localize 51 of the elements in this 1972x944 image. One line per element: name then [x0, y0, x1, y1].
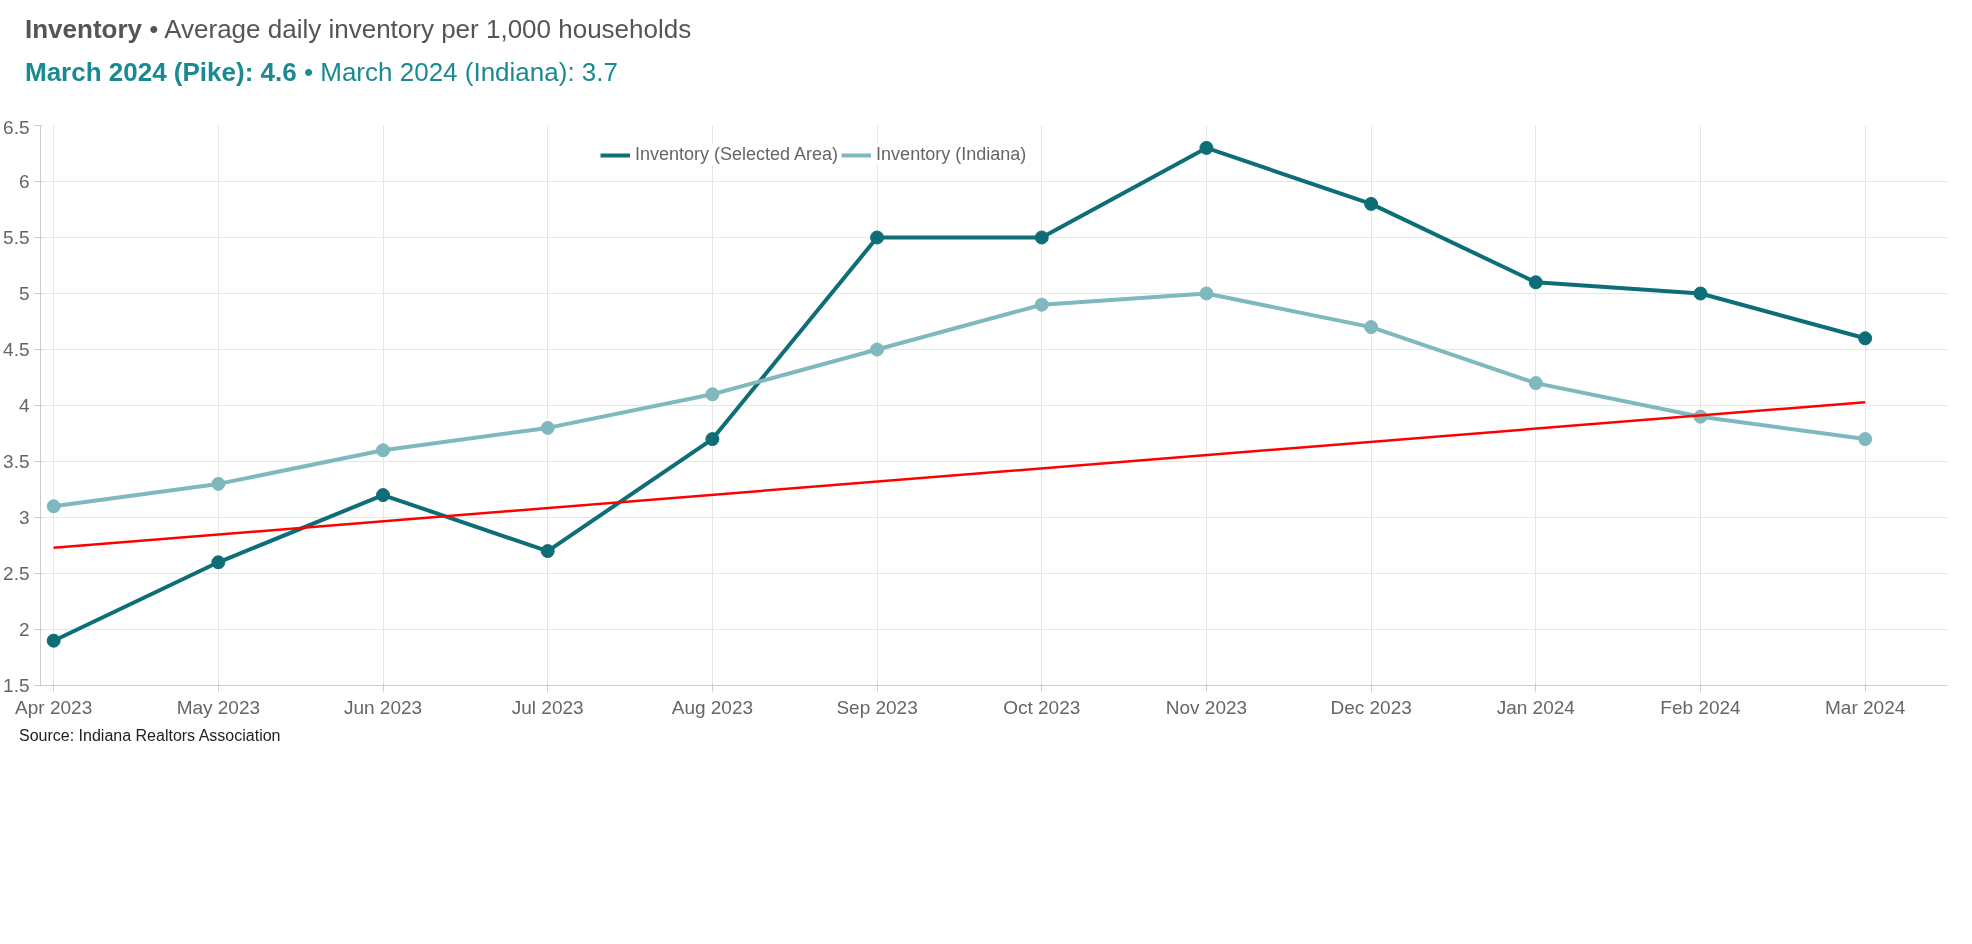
source-note: Source: Indiana Realtors Association	[19, 726, 281, 746]
x-tick-label: Sep 2023	[836, 696, 918, 718]
y-tick-label: 5	[18, 283, 30, 304]
point	[46, 499, 61, 514]
x-tick-label: Dec 2023	[1330, 696, 1412, 718]
point	[705, 432, 720, 447]
point	[1199, 140, 1214, 155]
x-tick-label: Oct 2023	[1003, 696, 1081, 718]
point	[1034, 230, 1049, 245]
y-tick-label: 2.5	[3, 563, 30, 584]
point	[1693, 286, 1708, 301]
point	[540, 544, 555, 559]
point	[1858, 331, 1873, 346]
x-tick-label: Apr 2023	[15, 696, 93, 718]
x-tick-label: May 2023	[176, 696, 261, 718]
y-tick-label: 1.5	[3, 675, 30, 696]
point	[1199, 286, 1214, 301]
point	[211, 555, 226, 570]
y-tick-label: 4.5	[3, 339, 30, 360]
point	[376, 443, 391, 458]
y-tick-label: 4	[18, 395, 30, 416]
point	[46, 633, 61, 648]
y-tick-label: 6.5	[3, 116, 30, 138]
point	[376, 488, 391, 503]
x-tick-label: Aug 2023	[671, 696, 754, 718]
x-tick-label: Nov 2023	[1165, 696, 1248, 718]
y-tick-label: 5.5	[3, 227, 30, 248]
point	[1528, 275, 1543, 290]
x-tick-label: Jun 2023	[343, 696, 423, 718]
x-tick-label: Mar 2024	[1825, 696, 1906, 718]
x-tick-label: Jan 2024	[1496, 696, 1576, 718]
point	[1858, 432, 1873, 447]
point	[705, 387, 720, 402]
point	[870, 230, 885, 245]
y-tick-label: 2	[18, 619, 30, 640]
point	[1528, 376, 1543, 391]
point	[1034, 297, 1049, 312]
y-tick-label: 6	[18, 171, 30, 192]
legend-label: Inventory (Indiana)	[876, 144, 1027, 165]
point	[540, 420, 555, 435]
x-tick-label: Jul 2023	[511, 696, 584, 718]
point	[1364, 196, 1379, 211]
y-tick-label: 3.5	[3, 451, 30, 472]
x-tick-label: Feb 2024	[1660, 696, 1742, 718]
legend-label: Inventory (Selected Area)	[635, 144, 839, 165]
chart-title: Inventory • Average daily inventory per 1,000 households	[25, 13, 692, 46]
chart-subtitle: March 2024 (Pike): 4.6 • March 2024 (Indiana): 3.7	[25, 56, 619, 90]
point	[870, 342, 885, 357]
y-tick-label: 3	[18, 507, 30, 528]
point	[211, 476, 226, 491]
point	[1364, 320, 1379, 335]
